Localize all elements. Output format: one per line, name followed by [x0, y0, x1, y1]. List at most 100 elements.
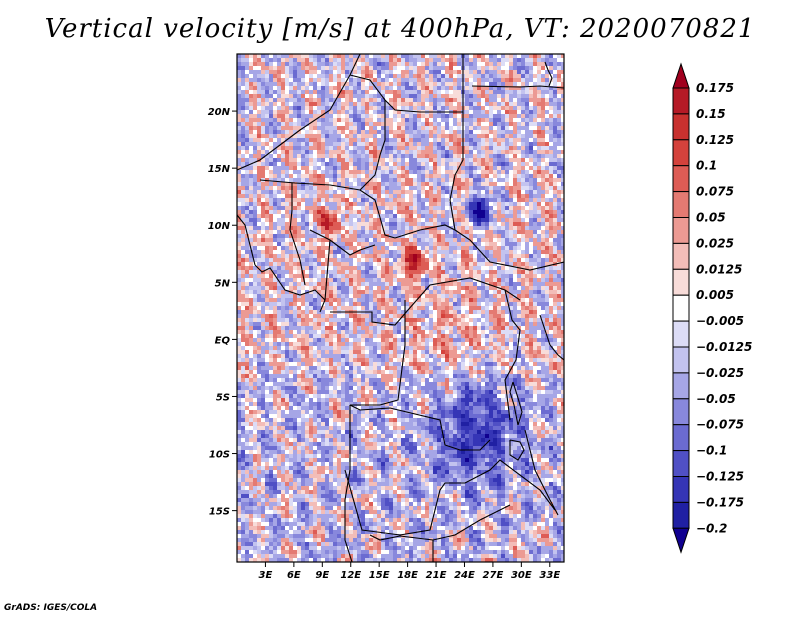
heat-cell: [237, 262, 241, 266]
heat-cell: [341, 282, 345, 286]
heat-cell: [245, 158, 249, 162]
heat-cell: [541, 182, 545, 186]
heat-cell: [381, 286, 385, 290]
heat-cell: [437, 158, 441, 162]
heat-cell: [417, 210, 421, 214]
heat-cell: [361, 206, 365, 210]
heat-cell: [329, 78, 333, 82]
heat-cell: [457, 274, 461, 278]
heat-cell: [389, 70, 393, 74]
heat-cell: [561, 102, 564, 106]
heat-cell: [441, 90, 445, 94]
heat-cell: [525, 234, 529, 238]
heat-cell: [445, 174, 449, 178]
heat-cell: [325, 242, 329, 246]
heat-cell: [469, 294, 473, 298]
heat-cell: [417, 282, 421, 286]
heat-cell: [337, 202, 341, 206]
heat-cell: [521, 102, 525, 106]
heat-cell: [461, 218, 465, 222]
heat-cell: [521, 210, 525, 214]
heat-cell: [289, 114, 293, 118]
heat-cell: [257, 178, 261, 182]
heat-cell: [285, 62, 289, 66]
heat-cell: [353, 86, 357, 90]
heat-cell: [237, 238, 241, 242]
heat-cell: [497, 274, 501, 278]
heat-cell: [269, 198, 273, 202]
heat-cell: [545, 82, 549, 86]
heat-cell: [445, 226, 449, 230]
heat-cell: [321, 162, 325, 166]
heat-cell: [413, 106, 417, 110]
heat-cell: [481, 266, 485, 270]
heat-cell: [285, 206, 289, 210]
heat-cell: [401, 166, 405, 170]
heat-cell: [245, 86, 249, 90]
heat-cell: [241, 94, 245, 98]
heat-cell: [485, 110, 489, 114]
heat-cell: [453, 282, 457, 286]
heat-cell: [345, 214, 349, 218]
heat-cell: [441, 62, 445, 66]
heat-cell: [553, 186, 557, 190]
heat-cell: [241, 74, 245, 78]
heat-cell: [245, 274, 249, 278]
heat-cell: [393, 242, 397, 246]
heat-cell: [553, 110, 557, 114]
heat-cell: [361, 222, 365, 226]
heat-cell: [505, 294, 509, 298]
heat-cell: [449, 158, 453, 162]
heat-cell: [537, 174, 541, 178]
heat-cell: [301, 262, 305, 266]
heat-cell: [333, 54, 337, 58]
heat-cell: [245, 130, 249, 134]
heat-cell: [341, 122, 345, 126]
heat-cell: [261, 190, 265, 194]
heat-cell: [473, 242, 477, 246]
heat-cell: [441, 242, 445, 246]
heat-cell: [325, 210, 329, 214]
heat-cell: [317, 250, 321, 254]
heat-cell: [441, 170, 445, 174]
heat-cell: [365, 294, 369, 298]
heat-cell: [509, 174, 513, 178]
heat-cell: [349, 266, 353, 270]
heat-cell: [441, 150, 445, 154]
heat-cell: [265, 90, 269, 94]
heat-cell: [481, 194, 485, 198]
heat-cell: [257, 142, 261, 146]
heat-cell: [429, 178, 433, 182]
heat-cell: [237, 142, 241, 146]
heat-cell: [365, 270, 369, 274]
heat-cell: [361, 106, 365, 110]
heat-cell: [521, 130, 525, 134]
heat-cell: [417, 130, 421, 134]
heat-cell: [333, 162, 337, 166]
heat-cell: [337, 154, 341, 158]
heat-cell: [489, 118, 493, 122]
heat-cell: [417, 222, 421, 226]
heat-cell: [369, 74, 373, 78]
heat-cell: [381, 246, 385, 250]
heat-cell: [505, 162, 509, 166]
heat-cell: [237, 218, 241, 222]
heat-cell: [297, 170, 301, 174]
heat-cell: [441, 118, 445, 122]
heat-cell: [433, 258, 437, 262]
heat-cell: [505, 218, 509, 222]
heat-cell: [493, 278, 497, 282]
heat-cell: [293, 254, 297, 258]
heat-cell: [357, 186, 361, 190]
heat-cell: [461, 214, 465, 218]
heat-cell: [261, 106, 265, 110]
heat-cell: [365, 278, 369, 282]
heat-cell: [365, 258, 369, 262]
heat-cell: [257, 146, 261, 150]
heat-cell: [545, 218, 549, 222]
heat-cell: [437, 290, 441, 294]
heat-cell: [305, 126, 309, 130]
heat-cell: [329, 290, 333, 294]
heat-cell: [365, 142, 369, 146]
heat-cell: [557, 162, 561, 166]
